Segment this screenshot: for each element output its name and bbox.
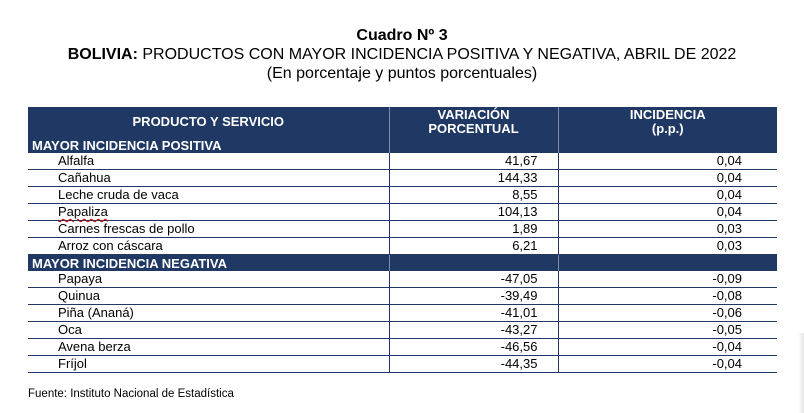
table-units: (En porcentaje y puntos porcentuales) — [266, 65, 538, 82]
table-row: Papaliza 104,13 0,04 — [28, 203, 777, 221]
data-table: PRODUCTO Y SERVICIO VARIACIÓN PORCENTUAL … — [28, 107, 777, 373]
subtitle-text: PRODUCTOS CON MAYOR INCIDENCIA POSITIVA … — [137, 46, 737, 63]
variation-cell: 41,67 — [388, 153, 558, 170]
table-subtitle: BOLIVIA: PRODUCTOS CON MAYOR INCIDENCIA … — [0, 46, 804, 64]
table-row: Avena berza -46,56 -0,04 — [28, 338, 777, 356]
section-row-negative: MAYOR INCIDENCIA NEGATIVA — [28, 254, 777, 271]
table-title: Cuadro Nº 3 — [356, 27, 448, 44]
incidence-cell: 0,04 — [557, 186, 777, 204]
table-row: Alfalfa 41,67 0,04 — [28, 153, 777, 170]
incidence-cell: -0,04 — [557, 338, 777, 356]
incidence-cell: 0,04 — [557, 169, 777, 187]
incidence-cell: 0,04 — [557, 203, 777, 221]
incidence-cell: 0,04 — [557, 153, 777, 170]
table-row: Cañahua 144,33 0,04 — [28, 169, 777, 187]
subtitle-country: BOLIVIA: — [67, 46, 138, 63]
column-header-variation-line2: PORCENTUAL — [428, 121, 519, 136]
variation-cell: -39,49 — [388, 287, 558, 305]
section-label: MAYOR INCIDENCIA NEGATIVA — [28, 254, 389, 271]
product-cell: Quinua — [28, 287, 389, 305]
column-header-incidence: INCIDENCIA (p.p.) — [557, 107, 777, 137]
section-label: MAYOR INCIDENCIA POSITIVA — [28, 137, 389, 153]
incidence-cell: -0,06 — [557, 304, 777, 322]
product-cell: Fríjol — [28, 355, 389, 373]
incidence-cell: -0,05 — [557, 321, 777, 339]
incidence-cell: -0,09 — [557, 271, 777, 288]
column-header-product: PRODUCTO Y SERVICIO — [28, 107, 389, 137]
incidence-cell: 0,03 — [557, 237, 777, 255]
product-cell: Carnes frescas de pollo — [28, 220, 389, 238]
column-header-variation: VARIACIÓN PORCENTUAL — [388, 107, 558, 137]
page-edge-shadow — [798, 333, 804, 413]
table-row: Oca -43,27 -0,05 — [28, 321, 777, 339]
product-cell: Papaliza — [28, 203, 389, 221]
column-header-variation-line1: VARIACIÓN — [437, 107, 510, 122]
column-header-incidence-line2: (p.p.) — [651, 121, 684, 136]
column-header-incidence-line1: INCIDENCIA — [629, 107, 706, 122]
incidence-cell: 0,03 — [557, 220, 777, 238]
table-row: Papaya -47,05 -0,09 — [28, 271, 777, 288]
incidence-cell: -0,08 — [557, 287, 777, 305]
incidence-cell: -0,04 — [557, 355, 777, 373]
product-cell: Alfalfa — [28, 153, 389, 170]
product-cell: Arroz con cáscara — [28, 237, 389, 255]
header-row: PRODUCTO Y SERVICIO VARIACIÓN PORCENTUAL … — [28, 107, 777, 137]
variation-cell: -47,05 — [388, 271, 558, 288]
product-cell: Oca — [28, 321, 389, 339]
table-row: Fríjol -44,35 -0,04 — [28, 355, 777, 373]
variation-cell: -44,35 — [388, 355, 558, 373]
table-row: Carnes frescas de pollo 1,89 0,03 — [28, 220, 777, 238]
table-row: Arroz con cáscara 6,21 0,03 — [28, 237, 777, 255]
product-cell: Avena berza — [28, 338, 389, 356]
spellcheck-flagged-word: Papaliza — [58, 204, 108, 219]
product-cell: Cañahua — [28, 169, 389, 187]
table-row: Leche cruda de vaca 8,55 0,04 — [28, 186, 777, 204]
source-note: Fuente: Instituto Nacional de Estadístic… — [28, 388, 234, 400]
variation-cell: 1,89 — [388, 220, 558, 238]
product-cell: Papaya — [28, 271, 389, 288]
product-cell: Leche cruda de vaca — [28, 186, 389, 204]
variation-cell: -43,27 — [388, 321, 558, 339]
variation-cell: 6,21 — [388, 237, 558, 255]
variation-cell: 144,33 — [388, 169, 558, 187]
variation-cell: 8,55 — [388, 186, 558, 204]
table-row: Piña (Ananá) -41,01 -0,06 — [28, 304, 777, 322]
variation-cell: -41,01 — [388, 304, 558, 322]
section-row-positive: MAYOR INCIDENCIA POSITIVA — [28, 137, 777, 153]
variation-cell: -46,56 — [388, 338, 558, 356]
variation-cell: 104,13 — [388, 203, 558, 221]
table-row: Quinua -39,49 -0,08 — [28, 287, 777, 305]
product-cell: Piña (Ananá) — [28, 304, 389, 322]
